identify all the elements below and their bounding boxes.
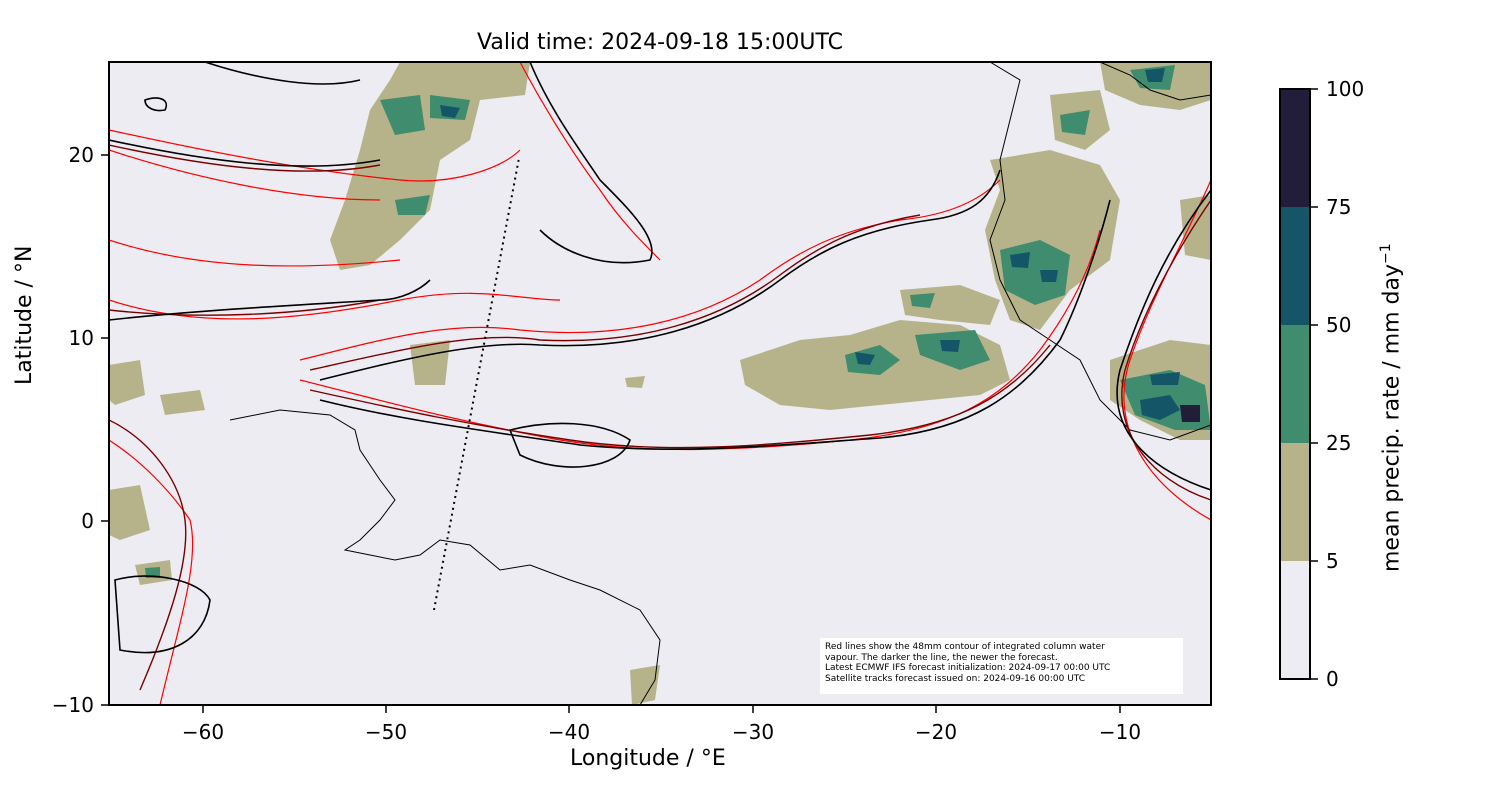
y-axis-label: Latitude / °N [12,245,37,385]
coastline [229,62,1211,705]
y-axis-tick-labels: 20 10 0 −10 [52,143,94,717]
water-vapour-contours [109,62,1211,705]
x-axis-ticks [202,705,1121,713]
y-tick-label: 20 [69,143,94,167]
x-tick-label: −60 [182,720,224,744]
annotation-line: vapour. The darker the line, the newer t… [825,652,1058,663]
colorbar-bin [1280,207,1310,325]
y-tick-label: −10 [52,693,94,717]
colorbar-bin [1280,443,1310,561]
y-tick-label: 10 [69,326,94,350]
x-axis-label: Longitude / °E [570,746,726,771]
annotation-box: Red lines show the 48mm contour of integ… [820,638,1183,694]
colorbar-tick-label: 0 [1326,667,1339,691]
colorbar-tick-label: 75 [1326,195,1351,219]
y-axis-ticks [101,154,109,706]
x-tick-label: −40 [548,720,590,744]
annotation-line: Red lines show the 48mm contour of integ… [825,642,1105,652]
map-title: Valid time: 2024-09-18 15:00UTC [477,30,843,55]
colorbar-bin [1280,561,1310,679]
colorbar-bin [1280,325,1310,443]
colorbar-label: mean precip. rate / mm day−1 [1378,243,1405,572]
map-frame [108,61,1212,706]
colorbar-tick-label: 5 [1326,549,1339,573]
colorbar-tick-label: 100 [1326,77,1364,101]
x-tick-label: −30 [732,720,774,744]
annotation-line: Latest ECMWF IFS forecast initialization… [825,663,1111,673]
satellite-track [433,157,520,611]
colorbar: 0 5 25 50 75 100 [1279,77,1364,691]
x-tick-label: −20 [915,720,957,744]
y-tick-label: 0 [81,509,94,533]
colorbar-tick-label: 50 [1326,313,1351,337]
annotation-line: Satellite tracks forecast issued on: 202… [825,673,1086,684]
x-tick-label: −10 [1099,720,1141,744]
x-tick-label: −50 [365,720,407,744]
colorbar-tick-label: 25 [1326,431,1351,455]
x-axis-tick-labels: −60 −50 −40 −30 −20 −10 [182,720,1141,744]
colorbar-bin [1280,89,1310,207]
